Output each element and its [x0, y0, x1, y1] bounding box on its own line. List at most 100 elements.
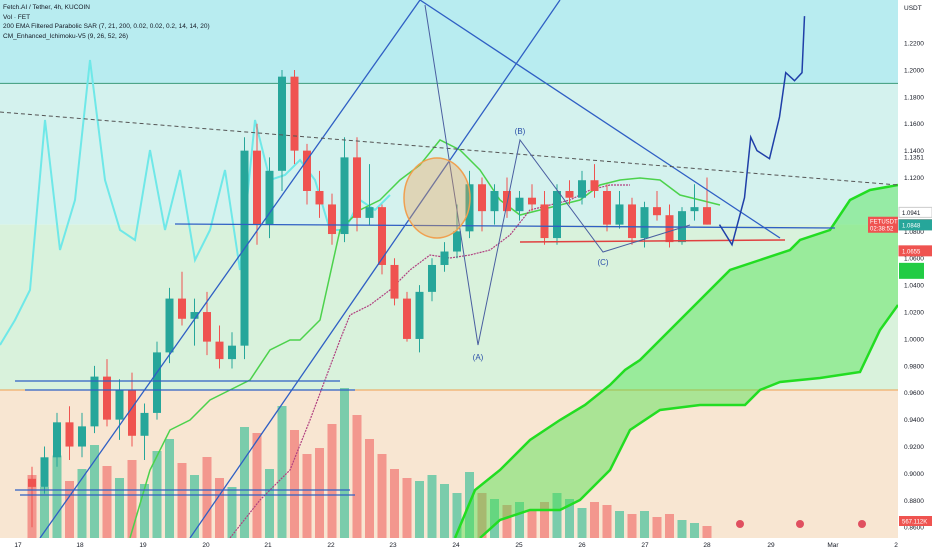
candle-body — [365, 207, 374, 218]
volume-bar — [277, 406, 287, 538]
time-tick-label: 27 — [641, 542, 649, 549]
price-tick-label: 0.8600 — [904, 525, 924, 532]
volume-bar — [652, 517, 662, 538]
cloud-top-line — [453, 183, 898, 538]
price-tick-label: 0.9600 — [904, 390, 924, 397]
symbol-title[interactable]: Fetch.AI / Tether, 4h, KUCOIN — [3, 4, 90, 11]
wave-label: (A) — [473, 353, 484, 362]
volume-indicator-label[interactable]: Vol · FET — [3, 13, 31, 21]
volume-bar — [115, 478, 124, 538]
volume-bar — [540, 502, 549, 538]
candle-body — [215, 341, 224, 360]
volume-bar — [577, 508, 587, 538]
ichimoku-indicator-label[interactable]: CM_Enhanced_Ichimoku-V5 (9, 26, 52, 26) — [3, 32, 129, 40]
symbol-tag-bg — [868, 216, 898, 233]
candle-body — [340, 157, 349, 235]
candle-body — [403, 298, 411, 339]
volume-bar — [452, 493, 462, 538]
volume-bar — [102, 466, 112, 538]
descending-trendline — [419, 0, 781, 239]
price-tick-label: 0.9200 — [904, 444, 924, 451]
candle-body — [65, 422, 74, 447]
volume-bar — [140, 484, 149, 538]
volume-bar — [490, 499, 499, 538]
volume-bar — [215, 478, 224, 538]
sar-line — [229, 184, 630, 538]
time-tick-label: 18 — [76, 542, 84, 549]
abc-pattern — [424, 4, 691, 346]
candle-body — [640, 207, 649, 239]
candle-body — [253, 150, 261, 225]
sar-indicator-label[interactable]: 200 EMA Filtered Parabolic SAR (7, 21, 2… — [3, 23, 210, 30]
price-tag — [898, 219, 932, 231]
candle-body — [278, 76, 286, 171]
volume-bar — [40, 487, 49, 538]
cyan-line — [0, 59, 391, 346]
volume-bar — [90, 445, 99, 538]
ichimoku-cloud — [453, 183, 898, 538]
time-tick-label: 24 — [452, 542, 460, 549]
cloud-bottom-line — [479, 304, 898, 538]
projection-path — [718, 16, 806, 247]
candle-body — [140, 412, 149, 436]
cloud-fill — [455, 185, 898, 538]
time-tick-label: 21 — [264, 542, 272, 549]
volume-bar — [427, 475, 437, 538]
price-tick-label: 1.2200 — [904, 41, 924, 48]
time-tick-label: 2 — [894, 542, 898, 549]
zone-middle — [0, 224, 898, 391]
price-tick-label: 1.0400 — [904, 283, 924, 290]
volume-bar — [265, 469, 274, 538]
candle-body — [490, 190, 499, 212]
time-tick-label: 26 — [578, 542, 586, 549]
volume-bar — [165, 439, 174, 538]
candle-body — [353, 157, 361, 218]
support-line — [174, 223, 836, 229]
volume-bar — [415, 481, 424, 538]
volume-bar — [65, 481, 74, 538]
zone-top — [0, 0, 898, 84]
candle-body — [228, 345, 236, 360]
candle-body — [653, 207, 661, 216]
drawings[interactable]: (B) (A) (C) — [0, 0, 898, 538]
candle-body — [690, 207, 699, 212]
candle-body — [415, 291, 424, 339]
time-tick-label: 25 — [515, 542, 523, 549]
candle-body — [203, 312, 211, 342]
volume-bar — [240, 427, 249, 538]
candle-body — [103, 376, 111, 420]
candle-body — [265, 170, 274, 225]
volume-bar — [77, 469, 87, 538]
green-tag — [899, 262, 924, 279]
candle-body — [453, 231, 461, 252]
time-tick-label: 23 — [389, 542, 397, 549]
volume-bar — [52, 455, 62, 538]
candle-body — [178, 298, 186, 319]
candle-body — [615, 204, 624, 225]
candle-body — [378, 207, 386, 265]
time-tick-label: 28 — [703, 542, 711, 549]
candle-body — [28, 478, 36, 487]
candle-body — [328, 204, 336, 235]
price-tick-label: 1.1600 — [904, 121, 924, 128]
candle-body — [115, 390, 124, 420]
time-tick-label: 17 — [14, 542, 22, 549]
wave-label: (B) — [515, 127, 526, 136]
price-tick-label: 0.9000 — [904, 471, 924, 478]
price-tick-label: 1.1400 — [904, 148, 924, 155]
time-axis-bg — [0, 538, 898, 550]
event-flag-icon — [796, 520, 804, 528]
volume-bar — [290, 430, 299, 538]
event-flag-icon — [736, 520, 744, 528]
candle-body — [703, 207, 711, 225]
volume-bar — [590, 502, 599, 538]
highlight-circle — [403, 157, 471, 239]
time-tick-label: 29 — [767, 542, 775, 549]
time-axis[interactable]: 17 18 19 20 21 22 23 24 25 26 27 28 29 Mar 2 — [14, 542, 898, 549]
volume-bar — [252, 433, 262, 538]
price-tick-label: 0.9800 — [904, 363, 924, 370]
volume-bar — [527, 511, 537, 538]
